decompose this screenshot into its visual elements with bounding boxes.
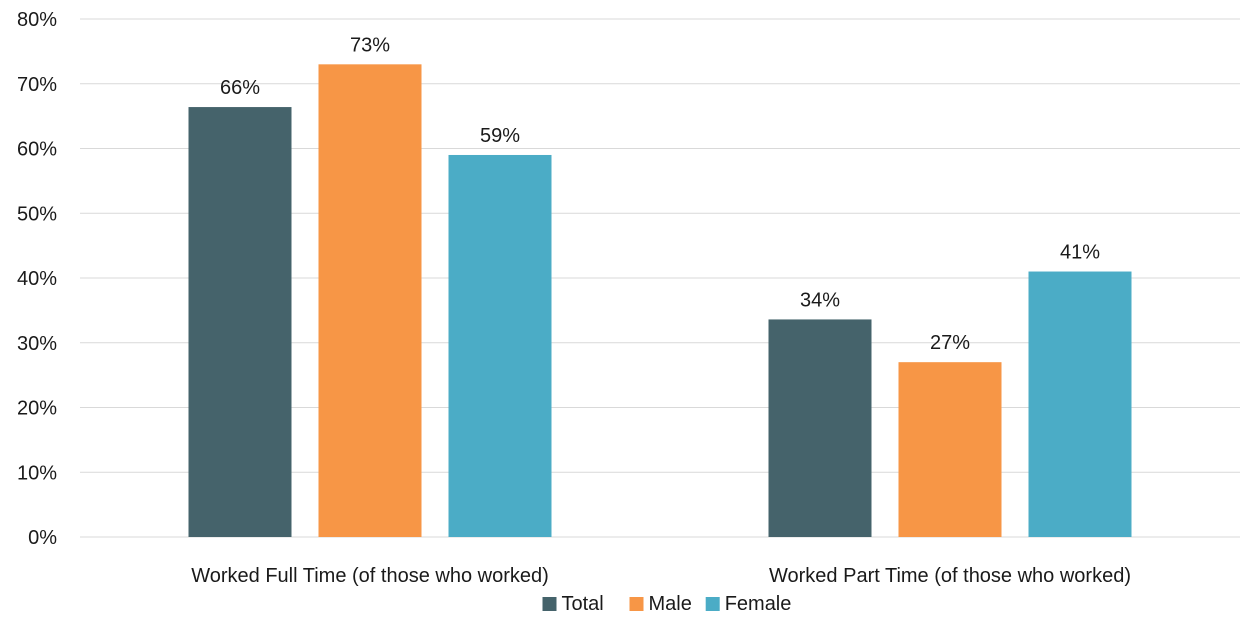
bar-female-2 — [1028, 271, 1132, 537]
bars — [188, 64, 1132, 537]
legend-swatch — [542, 597, 557, 611]
y-tick-label: 0% — [28, 527, 57, 549]
legend-label: Total — [562, 593, 604, 615]
bar-female-1 — [448, 154, 552, 537]
data-label-female-1: 59% — [480, 125, 520, 147]
y-tick-label: 60% — [17, 139, 57, 161]
bar-male-2 — [898, 362, 1002, 537]
x-category-label: Worked Full Time (of those who worked) — [191, 565, 549, 587]
data-label-total-2: 34% — [800, 289, 840, 311]
data-label-male-1: 73% — [350, 34, 390, 56]
y-axis-tick-labels: 0% 10% 20% 30% 40% 50% 60% 70% 80% — [17, 9, 57, 549]
data-label-female-2: 41% — [1060, 242, 1100, 264]
legend-item-male: Male — [629, 593, 692, 615]
x-axis-category-labels: Worked Full Time (of those who worked) Wo… — [191, 565, 1131, 587]
legend-item-total: Total — [542, 593, 604, 615]
y-tick-label: 30% — [17, 333, 57, 355]
legend-swatch — [705, 597, 720, 611]
y-tick-label: 40% — [17, 268, 57, 290]
bar-total-1 — [188, 107, 292, 537]
y-tick-label: 10% — [17, 462, 57, 484]
legend-swatch — [629, 597, 644, 611]
y-tick-label: 70% — [17, 74, 57, 96]
y-tick-label: 80% — [17, 9, 57, 31]
legend-item-female: Female — [705, 593, 792, 615]
y-tick-label: 50% — [17, 203, 57, 225]
bar-male-1 — [318, 64, 422, 537]
x-category-label: Worked Part Time (of those who worked) — [769, 565, 1131, 587]
data-labels: 66% 73% 59% 34% 27% 41% — [220, 34, 1100, 354]
y-tick-label: 20% — [17, 398, 57, 420]
bar-total-2 — [768, 319, 872, 537]
legend-label: Female — [725, 593, 792, 615]
legend-label: Male — [649, 593, 692, 615]
legend: Total Male Female — [542, 593, 792, 615]
data-label-male-2: 27% — [930, 332, 970, 354]
data-label-total-1: 66% — [220, 77, 260, 99]
